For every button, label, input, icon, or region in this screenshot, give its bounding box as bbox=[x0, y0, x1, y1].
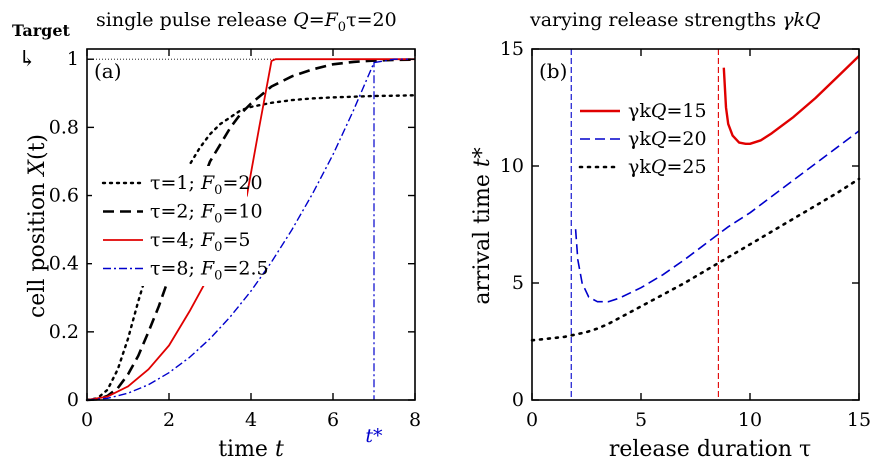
panel-b-legend: γkQ=15 γkQ=20 γkQ=25 bbox=[578, 100, 707, 178]
panel-b-legend-label: γkQ=25 bbox=[628, 156, 707, 178]
target-label: Target bbox=[12, 21, 71, 40]
panel-b-frame bbox=[531, 48, 860, 401]
panel-b-xtick-label: 10 bbox=[738, 409, 762, 431]
panel-b-ytick-label: 0 bbox=[512, 389, 524, 411]
panel-a-xtick-label: 0 bbox=[81, 409, 93, 431]
panel-a-ylabel: cell position X(t) bbox=[25, 134, 50, 318]
panel-b-ytick-label: 5 bbox=[512, 272, 524, 294]
target-arrow-icon: ↳ bbox=[18, 47, 36, 72]
panel-a-legend-label: τ=2; F0=10 bbox=[150, 201, 263, 227]
panel-a-legend-label: τ=8; F0=2.5 bbox=[150, 258, 269, 284]
panel-b-title: varying release strengths γkQ bbox=[529, 9, 821, 31]
panel-b-xtick-label: 0 bbox=[526, 409, 538, 431]
panel-b-reference-lines bbox=[570, 49, 719, 400]
panel-b: varying release strengths γkQ 0 5 10 15 0 5 10… bbox=[470, 9, 871, 461]
panel-b-ytick-label: 15 bbox=[500, 38, 524, 60]
panel-b-xtick-label: 5 bbox=[635, 409, 647, 431]
panel-a-ytick-label: 0.2 bbox=[49, 321, 79, 343]
panel-a-title: single pulse release Q=F0τ=20 bbox=[96, 9, 397, 35]
panel-a-series-4-line bbox=[86, 58, 415, 401]
panel-b-ytick-label: 10 bbox=[500, 155, 524, 177]
panel-b-ticks: 0 5 10 15 0 5 10 15 bbox=[500, 38, 871, 431]
panel-a-label: (a) bbox=[94, 59, 122, 83]
panel-a: single pulse release Q=F0τ=20 Target ↳ t… bbox=[12, 9, 421, 461]
panel-b-xlabel: release duration τ bbox=[609, 437, 811, 461]
panel-a-ytick-label: 0 bbox=[67, 389, 79, 411]
panel-b-series-2-line bbox=[574, 130, 860, 303]
panel-b-xtick-label: 15 bbox=[847, 409, 871, 431]
panel-a-series-2-line bbox=[86, 58, 416, 402]
t-star-label: t* bbox=[365, 425, 383, 447]
panel-a-xtick-label: 2 bbox=[163, 409, 175, 431]
panel-a-frame bbox=[86, 48, 416, 401]
panel-a-ytick-label: 0.8 bbox=[49, 116, 79, 138]
panel-a-xtick-label: 4 bbox=[245, 409, 257, 431]
panel-a-xtick-label: 6 bbox=[327, 409, 339, 431]
panel-a-legend-background bbox=[92, 166, 247, 286]
panel-a-xlabel: time t bbox=[218, 437, 284, 461]
panel-a-ytick-label: 0.4 bbox=[49, 253, 79, 275]
panel-b-series-1-line bbox=[722, 55, 860, 146]
panel-a-ytick-label: 0.6 bbox=[49, 185, 79, 207]
panel-a-legend-label: τ=1; F0=20 bbox=[150, 172, 263, 198]
panel-a-series-1-line bbox=[85, 94, 417, 402]
panel-b-legend-label: γkQ=15 bbox=[628, 100, 707, 122]
panel-b-legend-label: γkQ=20 bbox=[628, 128, 707, 150]
panel-a-xtick-label: 8 bbox=[409, 409, 421, 431]
panel-a-ytick-label: 1 bbox=[67, 48, 79, 70]
panel-a-legend: τ=1; F0=20 τ=2; F0=10τ=4; F0=5 τ=8; F0=2.5 bbox=[92, 166, 269, 286]
panel-a-legend-label: τ=4; F0=5 bbox=[150, 229, 250, 255]
panel-b-label: (b) bbox=[539, 59, 567, 83]
panel-b-ylabel: arrival time t* bbox=[470, 147, 495, 304]
panel-b-series-3-line bbox=[530, 177, 861, 342]
panel-a-ticks: 0 2 4 6 8 0 0.2 0.4 0.6 0.8 1 bbox=[49, 48, 421, 431]
panel-b-series bbox=[530, 55, 861, 342]
